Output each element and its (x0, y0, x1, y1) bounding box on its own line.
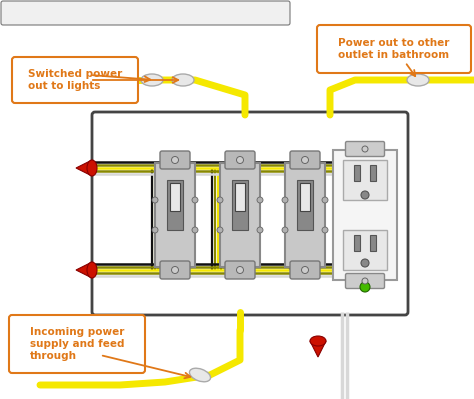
FancyBboxPatch shape (9, 315, 145, 373)
Circle shape (237, 267, 244, 273)
Text: Copyright 2008   ©   Electric Doctor Photos - All Rights Reserved: Copyright 2008 © Electric Doctor Photos … (16, 10, 280, 16)
Bar (343, 160, 387, 200)
Text: Switched power
out to lights: Switched power out to lights (28, 69, 122, 91)
FancyBboxPatch shape (290, 261, 320, 279)
FancyBboxPatch shape (317, 25, 471, 73)
Bar (370, 165, 376, 181)
FancyBboxPatch shape (346, 273, 384, 288)
Bar (370, 235, 376, 251)
Circle shape (172, 156, 179, 164)
Bar (300, 183, 310, 211)
Circle shape (172, 267, 179, 273)
Circle shape (257, 227, 263, 233)
Bar (235, 183, 245, 211)
Bar (170, 183, 180, 211)
Bar (354, 165, 360, 181)
Circle shape (237, 156, 244, 164)
FancyBboxPatch shape (346, 142, 384, 156)
FancyBboxPatch shape (160, 151, 190, 169)
Ellipse shape (87, 262, 97, 278)
Ellipse shape (172, 74, 194, 86)
Polygon shape (76, 160, 92, 176)
Bar (354, 235, 360, 251)
Circle shape (282, 197, 288, 203)
Bar (285, 163, 325, 267)
Circle shape (322, 197, 328, 203)
FancyBboxPatch shape (290, 151, 320, 169)
Circle shape (362, 278, 368, 284)
Circle shape (301, 156, 309, 164)
FancyBboxPatch shape (160, 261, 190, 279)
Polygon shape (310, 341, 326, 357)
Ellipse shape (310, 336, 326, 346)
Bar (155, 163, 195, 267)
Circle shape (152, 227, 158, 233)
Text: Power out to other
outlet in bathroom: Power out to other outlet in bathroom (338, 38, 450, 60)
Bar (343, 230, 387, 270)
Circle shape (322, 227, 328, 233)
Circle shape (361, 191, 369, 199)
Bar (333, 150, 397, 280)
Circle shape (192, 197, 198, 203)
FancyBboxPatch shape (225, 261, 255, 279)
FancyBboxPatch shape (92, 112, 408, 315)
FancyBboxPatch shape (225, 151, 255, 169)
Circle shape (192, 227, 198, 233)
FancyBboxPatch shape (1, 1, 290, 25)
Text: Incoming power
supply and feed
through: Incoming power supply and feed through (30, 328, 124, 361)
Circle shape (362, 146, 368, 152)
Bar (167, 180, 183, 230)
Circle shape (301, 267, 309, 273)
Ellipse shape (87, 160, 97, 176)
Circle shape (360, 282, 370, 292)
Ellipse shape (407, 74, 429, 86)
Circle shape (257, 197, 263, 203)
Circle shape (217, 197, 223, 203)
Circle shape (361, 259, 369, 267)
Bar (232, 180, 248, 230)
Circle shape (152, 197, 158, 203)
Ellipse shape (190, 368, 210, 382)
Bar (220, 163, 260, 267)
Circle shape (217, 227, 223, 233)
Ellipse shape (141, 74, 163, 86)
Circle shape (282, 227, 288, 233)
Bar (297, 180, 313, 230)
Polygon shape (76, 262, 92, 278)
FancyBboxPatch shape (12, 57, 138, 103)
